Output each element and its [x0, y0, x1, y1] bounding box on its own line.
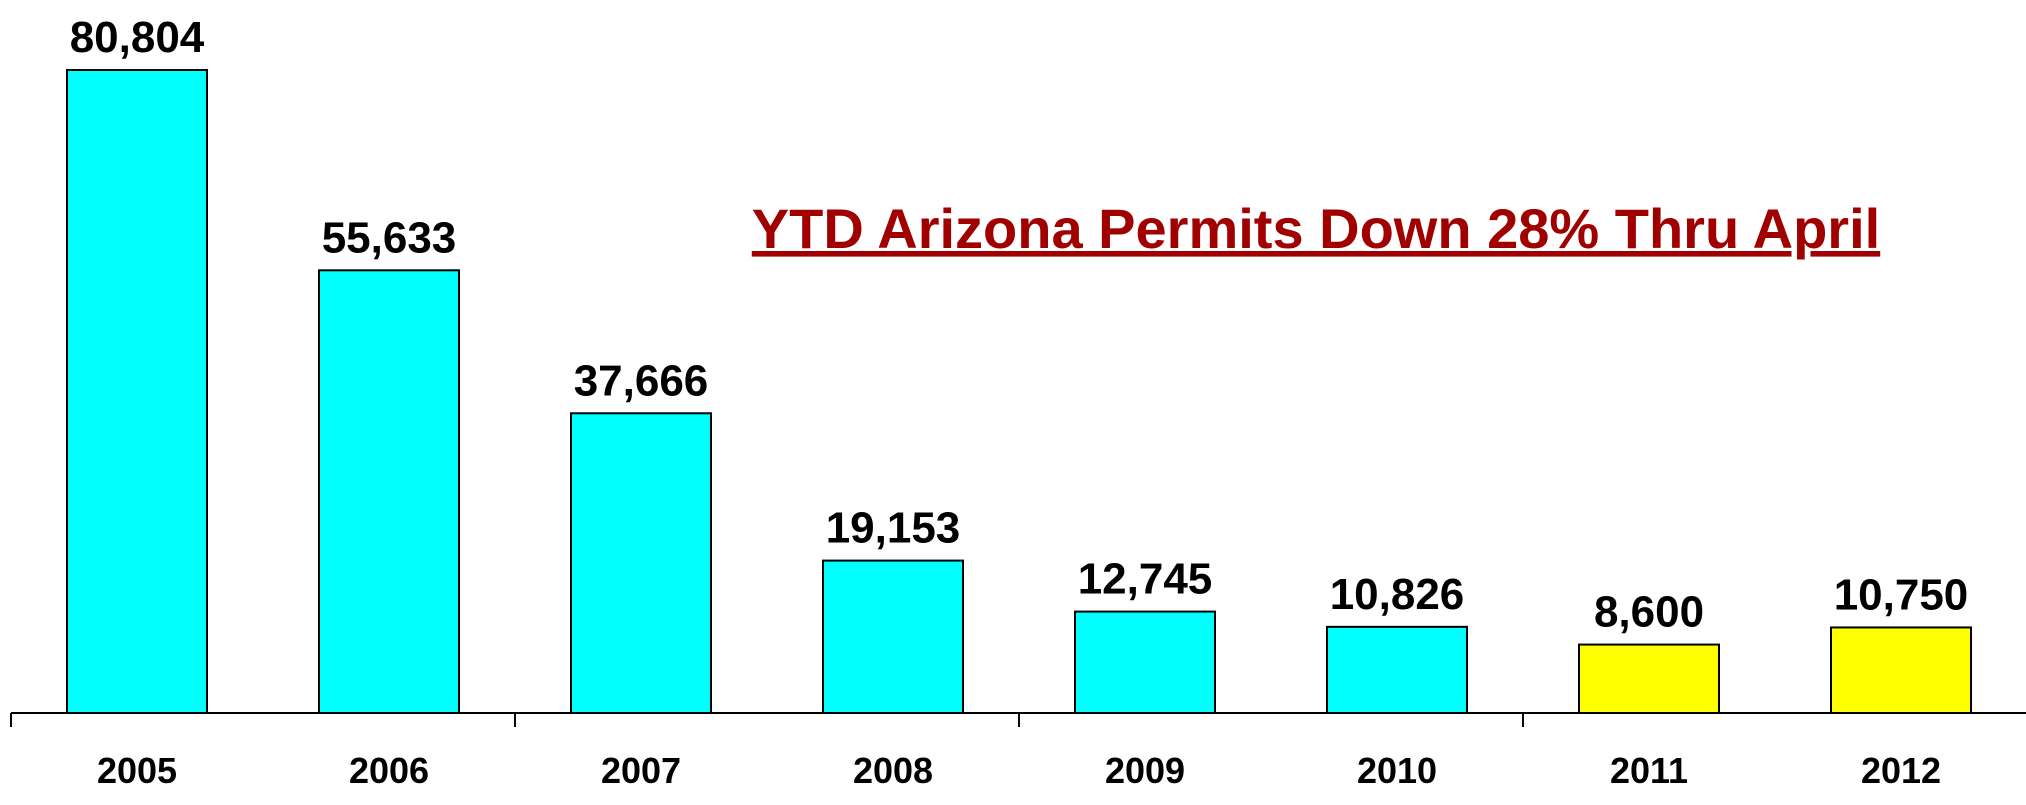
bar — [570, 412, 712, 714]
value-label: 8,600 — [1594, 588, 1704, 637]
x-tick-label: 2010 — [1357, 750, 1437, 791]
bar — [822, 559, 964, 714]
x-tick-label: 2009 — [1105, 750, 1185, 791]
value-label: 37,666 — [574, 356, 709, 405]
bar — [1074, 610, 1216, 714]
value-label: 19,153 — [826, 504, 961, 553]
bar — [66, 69, 208, 714]
x-tick-label: 2011 — [1610, 750, 1688, 791]
x-tick-label: 2007 — [601, 750, 681, 791]
bar — [318, 269, 460, 714]
bar — [1578, 643, 1720, 714]
value-label: 10,750 — [1834, 570, 1969, 619]
bar — [1326, 625, 1468, 714]
value-label: 12,745 — [1078, 555, 1213, 604]
bar — [1830, 626, 1972, 715]
x-tick-label: 2008 — [853, 750, 933, 791]
chart-title: YTD Arizona Permits Down 28% Thru April — [752, 197, 1880, 260]
value-label: 55,633 — [322, 213, 457, 262]
x-tick-label: 2005 — [97, 750, 177, 791]
value-label: 10,826 — [1330, 570, 1465, 619]
x-tick-label: 2006 — [349, 750, 429, 791]
value-label: 80,804 — [70, 13, 205, 62]
x-tick-label: 2012 — [1861, 750, 1941, 791]
